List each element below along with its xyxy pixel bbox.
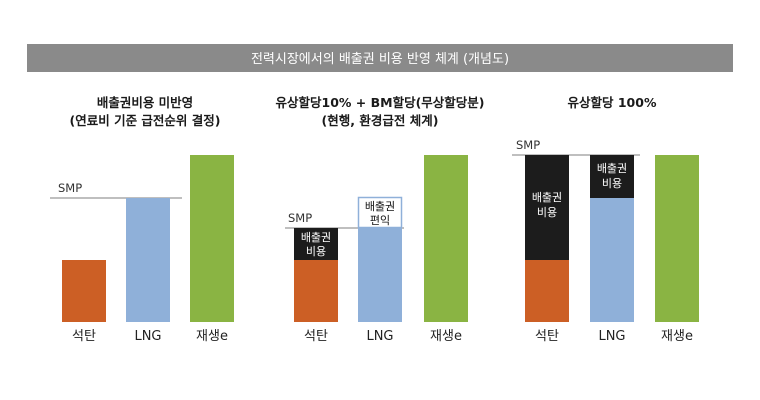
panel-2-bar-lng — [358, 228, 402, 322]
panel-1: 배출권비용 미반영 (연료비 기준 급전순위 결정) SMP 석탄 LNG 재생… — [50, 95, 234, 344]
panel-2-emission-cost-coal-line-1: 배출권 — [301, 231, 331, 244]
panel-2-title-line-2: (현행, 환경급전 체계) — [322, 113, 439, 128]
panel-2-label-coal: 석탄 — [304, 329, 328, 344]
header-title: 전력시장에서의 배출권 비용 반영 체계 (개념도) — [251, 52, 509, 67]
panel-3-bar-renewable — [655, 155, 699, 322]
panel-2-smp-label: SMP — [288, 211, 312, 225]
panel-2-emission-benefit-lng — [357, 196, 403, 229]
panel-1-bar-renewable — [190, 155, 234, 322]
panel-3-label-lng: LNG — [598, 329, 625, 344]
panel-1-smp-label: SMP — [58, 181, 82, 195]
panel-2-bar-renewable — [424, 155, 468, 322]
panel-3-emission-cost-lng-line-2: 비용 — [602, 177, 622, 190]
panel-3-title-line-1: 유상할당 100% — [568, 95, 657, 110]
panel-3-emission-cost-lng-line-1: 배출권 — [597, 162, 627, 175]
header-bar — [27, 44, 733, 72]
panel-1-bar-coal — [62, 260, 106, 322]
panel-3-emission-cost-coal-line-1: 배출권 — [532, 191, 562, 204]
panel-2-title-line-1: 유상할당10% + BM할당(무상할당분) — [276, 95, 485, 110]
panel-1-label-renewable: 재생e — [196, 329, 228, 344]
panel-3: 유상할당 100% SMP 배출권 비용 배출권 비용 석탄 LNG 재생e — [512, 95, 699, 344]
panel-3-emission-cost-lng — [590, 155, 634, 198]
panel-2-emission-cost-coal — [294, 228, 338, 260]
panel-2-label-lng: LNG — [366, 329, 393, 344]
panel-2-label-renewable: 재생e — [430, 329, 462, 344]
panel-1-title-line-2: (연료비 기준 급전순위 결정) — [70, 113, 221, 128]
panel-1-label-lng: LNG — [134, 329, 161, 344]
panel-1-bar-lng — [126, 198, 170, 322]
panel-2-emission-benefit-lng-line-1: 배출권 — [365, 200, 395, 213]
panel-3-bar-lng — [590, 198, 634, 322]
panel-3-emission-cost-coal-line-2: 비용 — [537, 206, 557, 219]
panel-3-label-coal: 석탄 — [535, 329, 559, 344]
panel-3-emission-cost-coal — [525, 155, 569, 260]
panel-2-emission-cost-coal-line-2: 비용 — [306, 245, 326, 258]
panel-2-emission-benefit-lng-line-2: 편익 — [370, 214, 390, 227]
panel-1-title-line-1: 배출권비용 미반영 — [97, 95, 193, 110]
panel-3-smp-label: SMP — [516, 138, 540, 152]
panel-2-bar-coal — [294, 260, 338, 322]
panel-1-label-coal: 석탄 — [72, 329, 96, 344]
panel-3-label-renewable: 재생e — [661, 329, 693, 344]
panel-3-bar-coal — [525, 260, 569, 322]
panel-2: 유상할당10% + BM할당(무상할당분) (현행, 환경급전 체계) SMP … — [276, 95, 485, 344]
